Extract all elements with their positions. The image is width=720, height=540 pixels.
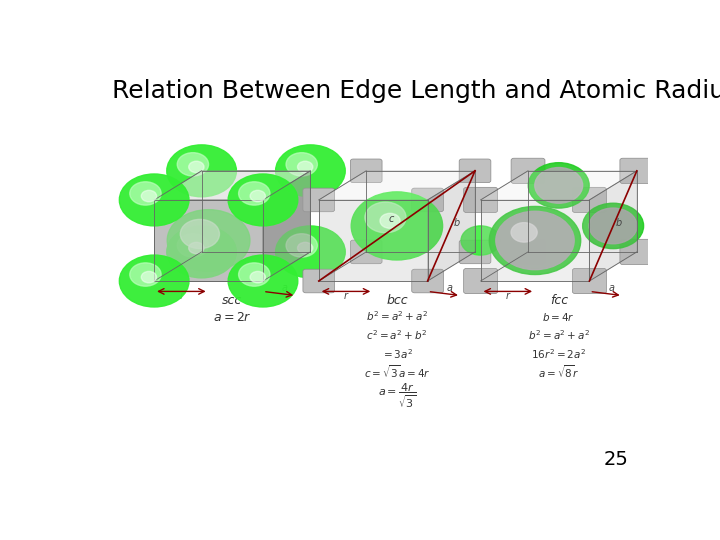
- FancyBboxPatch shape: [459, 240, 491, 264]
- Circle shape: [351, 192, 443, 260]
- Circle shape: [177, 153, 209, 176]
- Circle shape: [167, 145, 236, 197]
- Circle shape: [167, 210, 250, 271]
- Text: r: r: [506, 291, 510, 301]
- Circle shape: [189, 242, 204, 254]
- FancyBboxPatch shape: [303, 188, 335, 212]
- Circle shape: [167, 226, 236, 278]
- Text: fcc: fcc: [549, 294, 568, 307]
- Polygon shape: [263, 171, 310, 281]
- Text: $b^2 = a^2 + a^2$: $b^2 = a^2 + a^2$: [528, 328, 590, 342]
- Circle shape: [490, 206, 581, 274]
- Circle shape: [238, 182, 270, 205]
- Text: $c = \sqrt{3}a = 4r$: $c = \sqrt{3}a = 4r$: [364, 363, 431, 380]
- Circle shape: [276, 145, 345, 197]
- Text: 25: 25: [603, 450, 629, 469]
- FancyBboxPatch shape: [511, 158, 545, 184]
- Text: bcc: bcc: [386, 294, 408, 307]
- Polygon shape: [428, 171, 475, 281]
- Circle shape: [297, 242, 313, 254]
- Circle shape: [528, 163, 589, 208]
- Circle shape: [180, 219, 220, 248]
- Text: c: c: [389, 214, 394, 224]
- Circle shape: [511, 222, 537, 242]
- Circle shape: [276, 226, 345, 278]
- FancyBboxPatch shape: [412, 188, 444, 212]
- FancyBboxPatch shape: [351, 159, 382, 183]
- Circle shape: [589, 208, 637, 244]
- Text: $16r^2 = 2a^2$: $16r^2 = 2a^2$: [531, 347, 586, 361]
- FancyBboxPatch shape: [620, 239, 654, 265]
- Polygon shape: [481, 171, 637, 200]
- Circle shape: [228, 255, 298, 307]
- Circle shape: [141, 190, 157, 202]
- Text: b: b: [616, 218, 622, 228]
- FancyBboxPatch shape: [351, 240, 382, 264]
- Text: $a = 2r$: $a = 2r$: [213, 310, 252, 323]
- Circle shape: [297, 161, 313, 173]
- Text: a: a: [608, 282, 614, 293]
- Polygon shape: [319, 200, 428, 281]
- Circle shape: [238, 263, 270, 286]
- Text: a: a: [282, 282, 288, 293]
- Circle shape: [189, 161, 204, 173]
- Text: $b^2 = a^2 + a^2$: $b^2 = a^2 + a^2$: [366, 309, 428, 322]
- Circle shape: [228, 174, 298, 226]
- FancyBboxPatch shape: [620, 158, 654, 184]
- Text: Relation Between Edge Length and Atomic Radius: Relation Between Edge Length and Atomic …: [112, 79, 720, 103]
- Circle shape: [535, 167, 582, 203]
- Text: scc: scc: [222, 294, 243, 307]
- Text: $b = 4r$: $b = 4r$: [542, 310, 575, 322]
- Circle shape: [120, 255, 189, 307]
- FancyBboxPatch shape: [412, 269, 444, 293]
- FancyBboxPatch shape: [464, 187, 498, 213]
- Polygon shape: [154, 171, 310, 200]
- Circle shape: [130, 263, 161, 286]
- Polygon shape: [154, 200, 263, 281]
- FancyBboxPatch shape: [303, 269, 335, 293]
- Circle shape: [286, 153, 318, 176]
- Circle shape: [380, 213, 400, 228]
- Text: $c^2 = a^2 + b^2$: $c^2 = a^2 + b^2$: [366, 328, 428, 342]
- Circle shape: [365, 202, 406, 233]
- Circle shape: [250, 190, 266, 202]
- Text: $= 3a^2$: $= 3a^2$: [381, 347, 413, 361]
- Polygon shape: [319, 171, 475, 200]
- FancyBboxPatch shape: [464, 268, 498, 294]
- Text: r: r: [344, 291, 348, 301]
- Polygon shape: [154, 200, 263, 281]
- FancyBboxPatch shape: [511, 239, 545, 265]
- Polygon shape: [263, 171, 310, 281]
- Circle shape: [177, 234, 209, 257]
- FancyBboxPatch shape: [572, 187, 606, 213]
- Text: $a = \sqrt{8}r$: $a = \sqrt{8}r$: [538, 363, 580, 380]
- Circle shape: [461, 226, 500, 255]
- Polygon shape: [154, 171, 310, 200]
- Circle shape: [250, 272, 266, 283]
- Circle shape: [120, 174, 189, 226]
- Polygon shape: [590, 171, 637, 281]
- Polygon shape: [481, 200, 590, 281]
- Text: $a = \dfrac{4r}{\sqrt{3}}$: $a = \dfrac{4r}{\sqrt{3}}$: [378, 382, 416, 410]
- FancyBboxPatch shape: [459, 159, 491, 183]
- Circle shape: [141, 272, 157, 283]
- Circle shape: [496, 211, 574, 269]
- Circle shape: [130, 182, 161, 205]
- Text: b: b: [454, 218, 460, 228]
- Text: a: a: [446, 282, 453, 293]
- Circle shape: [286, 234, 318, 257]
- Text: r: r: [179, 291, 184, 301]
- Circle shape: [582, 203, 644, 248]
- FancyBboxPatch shape: [572, 268, 606, 294]
